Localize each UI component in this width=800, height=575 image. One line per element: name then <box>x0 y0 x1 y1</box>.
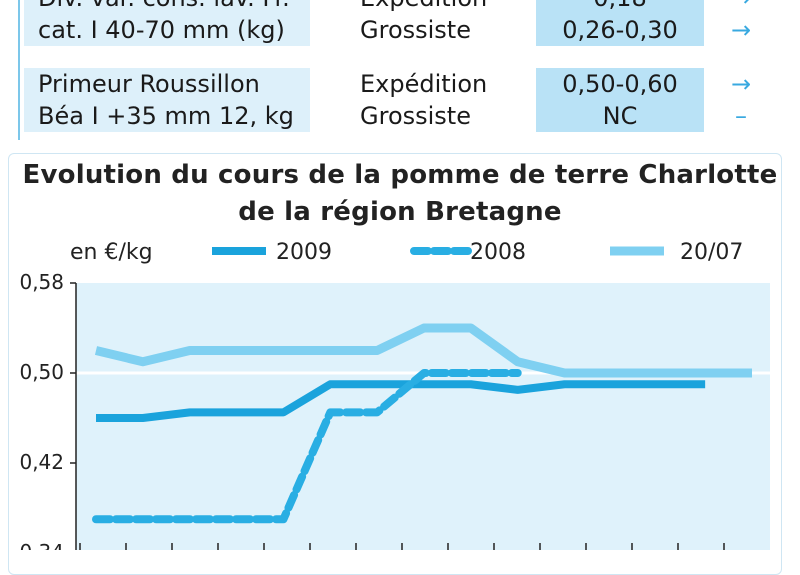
product-label: Primeur Roussillon <box>38 70 260 98</box>
stage-label: Grossiste <box>360 102 471 130</box>
legend-label: 2008 <box>470 240 526 265</box>
stage-label: Expédition <box>360 70 488 98</box>
value-cell <box>536 0 704 46</box>
stage-cell <box>310 68 536 132</box>
trend-arrow-icon: → <box>730 16 752 44</box>
line-chart: 0,58 0,50 0,42 0,34 en €/kg 2009 2008 20/07 <box>19 240 770 550</box>
y-axis-label: en €/kg <box>70 240 153 265</box>
trend-cell <box>704 68 778 132</box>
stage-cell <box>310 0 536 46</box>
trend-arrow-icon: → <box>704 0 778 14</box>
product-label: Béa I +35 mm 12, kg <box>38 102 294 130</box>
trend-arrow-icon: → <box>730 70 752 98</box>
stage-label: Expédition <box>360 0 487 14</box>
product-label: cat. I 40-70 mm (kg) <box>38 16 285 44</box>
price-value: 0,26-0,30 <box>562 16 678 44</box>
value-cell <box>536 68 704 132</box>
y-tick-label: 0,58 <box>19 270 64 294</box>
series-line-20-07 <box>94 323 752 378</box>
y-tick-label: 0,50 <box>19 360 64 384</box>
price-value: NC <box>602 102 638 130</box>
price-table: Div. var. cons. lav. Fr. cat. I 40-70 mm… <box>0 0 800 140</box>
product-cell <box>24 68 310 132</box>
chart-title: Evolution du cours de la pomme de terre … <box>22 160 778 190</box>
y-tick-label: 0,42 <box>19 450 64 474</box>
stage-label: Grossiste <box>360 16 471 44</box>
table-left-rule <box>18 0 20 140</box>
chart-subtitle: de la région Bretagne <box>238 197 562 227</box>
y-tick-label: 0,34 <box>19 540 64 550</box>
price-value: 0,18 <box>536 0 704 14</box>
legend-label: 2009 <box>276 240 332 265</box>
series-line-2009 <box>96 380 706 422</box>
price-value: 0,50-0,60 <box>562 70 678 98</box>
table-row: Div. var. cons. lav. Fr. cat. I 40-70 mm… <box>0 0 800 46</box>
legend-label: 20/07 <box>680 240 743 265</box>
product-label: Div. var. cons. lav. Fr. <box>38 0 290 14</box>
product-cell <box>24 0 310 46</box>
series-line-2008 <box>92 369 522 524</box>
trend-cell <box>704 0 778 46</box>
trend-dash-icon: – <box>735 102 747 130</box>
table-row: Primeur Roussillon Béa I +35 mm 12, kg E… <box>0 68 800 132</box>
